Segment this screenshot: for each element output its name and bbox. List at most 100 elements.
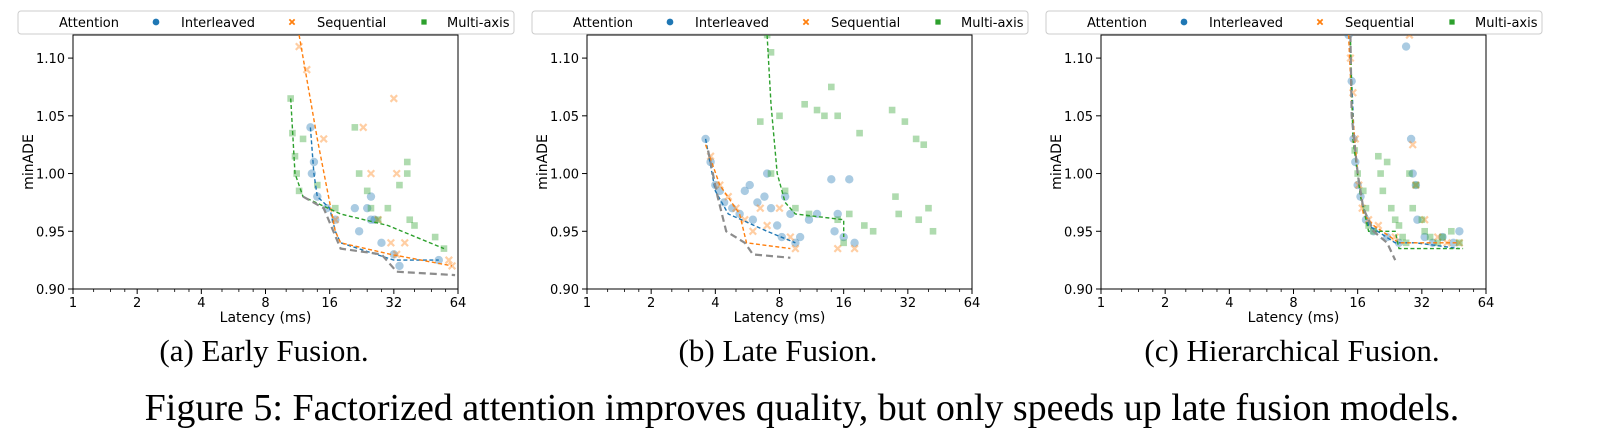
point-interleaved	[772, 221, 782, 230]
x-tick-label-8: 8	[775, 296, 783, 311]
point-interleaved	[740, 186, 750, 196]
legend-label-multi-axis: Multi-axis	[447, 16, 510, 31]
y-tick-label-0.95: 0.95	[1064, 225, 1093, 240]
legend-frame	[531, 10, 1029, 35]
x-tick-label-1: 1	[583, 296, 591, 311]
point-multi-axis	[1426, 233, 1434, 241]
point-interleaved	[845, 175, 854, 184]
frontier-line-interleaved	[309, 127, 439, 261]
point-multi-axis	[805, 210, 813, 218]
y-tick-label-1.10: 1.10	[550, 52, 579, 67]
point-interleaved	[1420, 232, 1429, 242]
point-interleaved	[780, 192, 790, 201]
point-multi-axis	[776, 112, 783, 120]
baseline-frontier-line	[1349, 35, 1397, 261]
subcaption-early-fusion: (a) Early Fusion.	[159, 333, 369, 368]
point-multi-axis	[821, 112, 828, 120]
point-multi-axis	[856, 129, 863, 137]
chart-panel-early-fusion: Attention Interleaved Sequential Multi-axis…	[0, 0, 520, 330]
point-multi-axis	[834, 216, 841, 224]
x-tick-label-32: 32	[900, 296, 917, 311]
point-interleaved	[1411, 180, 1421, 190]
y-tick-label-1.10: 1.10	[1064, 52, 1093, 67]
point-multi-axis	[374, 216, 382, 224]
point-sequential	[386, 238, 395, 247]
point-multi-axis	[1406, 170, 1413, 177]
subcaption-late-fusion: (b) Late Fusion.	[678, 333, 878, 368]
point-multi-axis	[1362, 204, 1370, 212]
legend-label-sequential: Sequential	[317, 16, 386, 31]
point-multi-axis	[895, 210, 903, 218]
x-tick-label-2: 2	[1161, 296, 1169, 311]
point-multi-axis	[363, 187, 371, 195]
point-sequential	[1411, 181, 1420, 190]
plot-frame	[586, 34, 973, 290]
point-multi-axis	[912, 135, 920, 143]
point-multi-axis	[861, 222, 868, 229]
x-tick-label-32: 32	[1414, 296, 1431, 311]
frontier-line-sequential	[298, 35, 453, 267]
point-multi-axis	[384, 204, 392, 212]
point-multi-axis	[801, 100, 808, 108]
point-multi-axis	[403, 170, 411, 177]
point-multi-axis	[840, 239, 847, 247]
y-tick-label-0.90: 0.90	[1064, 283, 1093, 298]
y-tick-label-0.95: 0.95	[36, 225, 65, 240]
point-sequential	[319, 134, 328, 143]
point-multi-axis	[411, 222, 418, 229]
legend-label-interleaved: Interleaved	[181, 16, 255, 31]
point-sequential	[1405, 35, 1414, 40]
point-multi-axis	[291, 152, 299, 160]
point-interleaved	[833, 209, 842, 219]
legend-frame	[17, 10, 515, 35]
point-multi-axis	[1379, 187, 1387, 195]
point-sequential	[447, 261, 457, 270]
point-multi-axis	[299, 135, 307, 143]
point-multi-axis	[314, 181, 321, 189]
point-interleaved	[804, 215, 814, 224]
frontier-line-interleaved	[704, 138, 796, 244]
point-interleaved	[745, 180, 754, 190]
legend-title: Attention	[573, 16, 633, 31]
point-interleaved	[377, 238, 386, 248]
point-multi-axis	[756, 118, 764, 125]
subcaption-hierarchical-fusion: (c) Hierarchical Fusion.	[1144, 333, 1440, 368]
chart-panel-late-fusion: Attention Interleaved Sequential Multi-axis…	[514, 0, 1034, 330]
point-multi-axis	[915, 216, 923, 224]
legend-title: Attention	[59, 16, 119, 31]
point-interleaved	[753, 198, 762, 207]
y-axis-label: minADE	[1049, 134, 1065, 190]
point-multi-axis	[845, 210, 853, 218]
point-interleaved	[363, 203, 372, 213]
legend-marker-sequential	[802, 18, 810, 26]
point-sequential	[756, 204, 765, 213]
y-tick-label-1.05: 1.05	[550, 110, 579, 125]
chart-late-fusion: Attention Interleaved Sequential Multi-axis…	[531, 10, 1029, 326]
point-interleaved	[719, 198, 729, 207]
point-sequential	[1391, 232, 1400, 242]
point-multi-axis	[1375, 152, 1382, 160]
point-multi-axis	[1377, 170, 1384, 177]
point-multi-axis	[1391, 216, 1399, 224]
y-tick-label-1.00: 1.00	[1064, 168, 1093, 183]
point-multi-axis	[767, 170, 775, 177]
point-multi-axis	[767, 49, 775, 56]
point-sequential	[392, 250, 401, 259]
point-sequential	[400, 238, 409, 247]
x-tick-label-4: 4	[711, 296, 719, 311]
point-interleaved	[762, 169, 772, 178]
y-tick-label-1.00: 1.00	[36, 168, 65, 183]
legend-label-sequential: Sequential	[1345, 16, 1414, 31]
point-multi-axis	[1399, 233, 1406, 241]
point-sequential	[833, 244, 842, 253]
point-sequential	[791, 244, 800, 253]
x-axis-label: Latency (ms)	[1248, 310, 1340, 326]
point-interleaved	[354, 227, 364, 236]
x-axis-label: Latency (ms)	[734, 310, 826, 326]
legend-marker-interleaved	[1180, 18, 1188, 26]
chart-panel-hierarchical-fusion: Attention Interleaved Sequential Multi-axis…	[1028, 0, 1548, 330]
point-multi-axis	[331, 204, 339, 212]
x-tick-label-2: 2	[133, 296, 141, 311]
point-interleaved	[309, 157, 319, 167]
legend-marker-multi-axis	[1449, 19, 1455, 25]
